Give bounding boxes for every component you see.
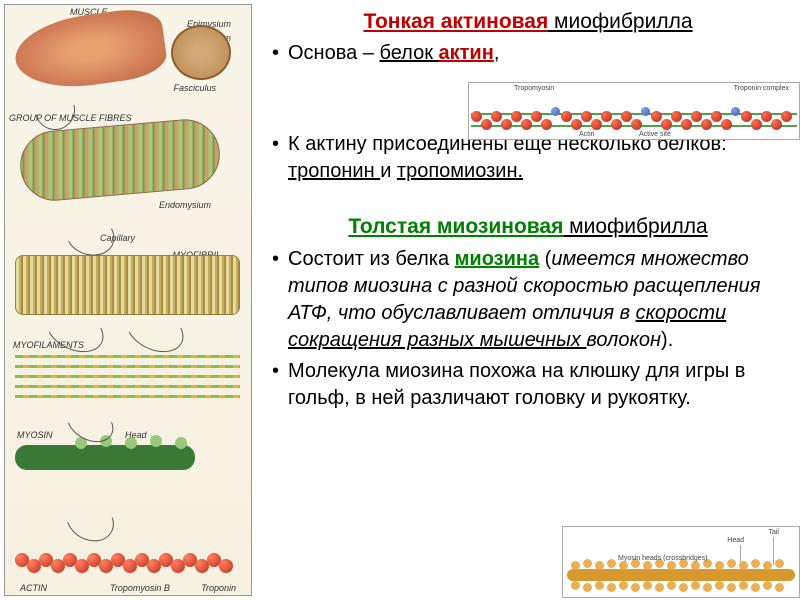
muscle-cross-section [171, 25, 231, 80]
label-tropomyosin-b: Tropomyosin B [110, 583, 170, 593]
b3-prefix: Состоит из белка [288, 248, 455, 270]
bullet-myosin-composition: Состоит из белка миозина (имеется множес… [266, 246, 790, 354]
pointer-line [773, 537, 774, 565]
actin-filament-inset: Tropomyosin Troponin complex Actin Activ… [468, 82, 800, 140]
inset-label-active-site: Active site [639, 131, 671, 138]
b1-prefix: Основа – [288, 42, 379, 64]
b3-space: ( [539, 248, 551, 270]
title-thick-green: Толстая миозиновая [348, 215, 563, 238]
myofilaments-shape [15, 345, 240, 415]
bullet-actin-basis: Основа – белок актин, [266, 40, 790, 67]
thin-filament-title: Тонкая актиновая миофибрилла [266, 8, 790, 36]
inset-myosin-core-label: Myosin heads (crossbridges) [618, 555, 707, 562]
b4-text: Молекула миозина похожа на клюшку для иг… [288, 360, 745, 409]
b3-italic2: волокон [586, 329, 661, 351]
b3-myosin: миозина [455, 248, 539, 270]
inset-myosin-tail: Tail [768, 529, 779, 536]
inset-label-actin: Actin [579, 131, 595, 138]
b3-close: ). [661, 329, 673, 351]
myosin-head-dot [125, 437, 137, 449]
myofibril-band-shape [15, 255, 240, 315]
b1-suffix: , [494, 42, 500, 64]
b1-actin: актин [439, 42, 494, 64]
myosin-rod-shape [15, 445, 195, 470]
myosin-core-rod [567, 569, 795, 581]
label-endomysium: Endomysium [159, 200, 211, 210]
label-fasciculus: Fasciculus [173, 83, 216, 93]
inset-myosin-head: Head [727, 537, 744, 544]
title-thin-red: Тонкая актиновая [363, 10, 548, 33]
myosin-molecule-inset: Tail Head Myosin heads (crossbridges) [562, 526, 800, 598]
thick-filament-title: Толстая миозиновая миофибрилла [266, 213, 790, 241]
b1-underline: белок [379, 42, 438, 64]
label-troponin: Troponin [201, 583, 236, 593]
bullet-golf-club: Молекула миозина похожа на клюшку для иг… [266, 358, 790, 412]
label-actin: ACTIN [20, 583, 47, 593]
inset-label-troponin-complex: Troponin complex [734, 85, 789, 92]
arrow-curve [58, 490, 121, 550]
inset-label-tropomyosin: Tropomyosin [514, 85, 554, 92]
muscle-bundle-shape [11, 5, 169, 95]
title-thin-black: миофибрилла [548, 10, 692, 33]
label-myosin: MYOSIN [17, 430, 53, 440]
b2-tropomyosin: тропомиозин. [397, 160, 523, 182]
b2-and: и [380, 160, 397, 182]
title-thick-black: миофибрилла [563, 215, 707, 238]
b2-troponin: тропонин [288, 160, 380, 182]
myosin-head-dot [175, 437, 187, 449]
actin-chain-inset [471, 107, 797, 137]
myosin-head-dot [150, 435, 162, 447]
muscle-hierarchy-diagram: MUSCLE Epimysium Perimysium Fasciculus G… [4, 4, 252, 596]
actin-chain-shape [15, 545, 240, 580]
